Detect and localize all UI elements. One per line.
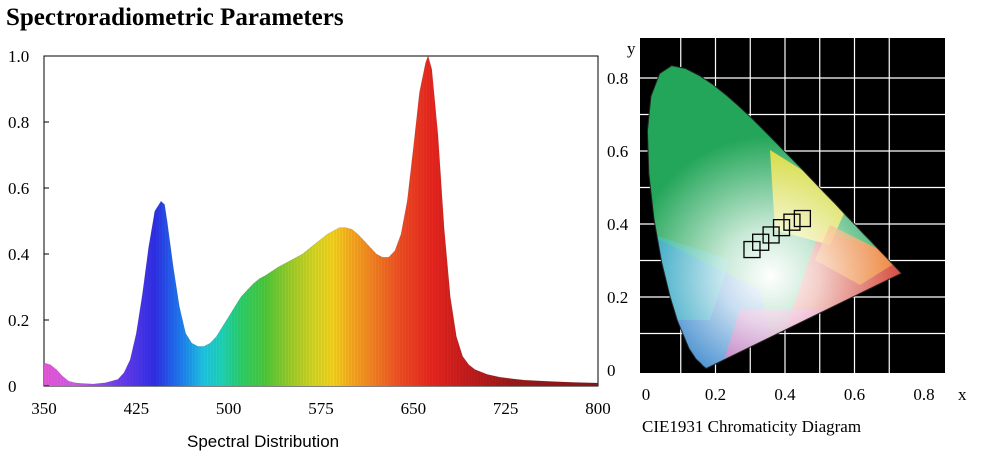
cie-y-tick-label: 0.6 bbox=[607, 142, 628, 161]
spd-y-tick-label: 0.4 bbox=[8, 245, 30, 264]
cie-x-tick-label: 0.4 bbox=[774, 385, 796, 404]
spd-y-tick-label: 0.8 bbox=[8, 113, 29, 132]
cie-x-tick-label: 0 bbox=[642, 385, 651, 404]
spd-area-fill bbox=[44, 56, 598, 386]
spd-x-tick-label: 650 bbox=[401, 399, 427, 418]
spd-y-tick-label: 0 bbox=[8, 377, 17, 396]
spd-x-tick-label: 725 bbox=[493, 399, 519, 418]
spectral-distribution-chart: 350 425 500 575 650 725 800 0 0.2 0.4 0.6 0.8 1.0 bbox=[8, 47, 611, 418]
spd-x-axis-label: Spectral Distribution bbox=[187, 432, 340, 451]
spd-y-tick-label: 0.2 bbox=[8, 311, 29, 330]
cie-x-tick-label: 0.6 bbox=[844, 385, 865, 404]
page-title: Spectroradiometric Parameters bbox=[6, 4, 344, 31]
spd-curve bbox=[43, 55, 599, 385]
spd-x-tick-label: 800 bbox=[585, 399, 611, 418]
spectral-locus bbox=[646, 65, 903, 369]
cie-chart-title: CIE1931 Chromaticity Diagram bbox=[642, 417, 862, 436]
spd-x-tick-label: 425 bbox=[124, 399, 150, 418]
planckian-marker bbox=[793, 209, 812, 228]
cie-chromaticity-chart: 0 0.2 0.4 0.6 0.8 0 0.2 0.4 0.6 0.8 y x bbox=[607, 38, 967, 404]
planckian-marker bbox=[752, 233, 770, 251]
cie-x-tick-label: 0.2 bbox=[705, 385, 726, 404]
cie-y-tick-label: 0 bbox=[607, 361, 616, 380]
cie-y-axis-label: y bbox=[627, 39, 636, 58]
spd-x-tick-label: 500 bbox=[216, 399, 242, 418]
cie-x-tick-label: 0.8 bbox=[913, 385, 934, 404]
cie-x-axis-label: x bbox=[958, 385, 967, 404]
planckian-marker bbox=[762, 226, 780, 244]
spd-x-tick-label: 575 bbox=[308, 399, 334, 418]
cie-y-tick-label: 0.4 bbox=[607, 215, 629, 234]
planckian-marker bbox=[783, 213, 801, 231]
spd-y-tick-label: 0.6 bbox=[8, 179, 29, 198]
spd-x-tick-label: 350 bbox=[31, 399, 57, 418]
cie-y-tick-label: 0.8 bbox=[607, 69, 628, 88]
planckian-marker bbox=[772, 218, 791, 237]
planckian-marker bbox=[743, 240, 761, 259]
spd-y-tick-label: 1.0 bbox=[8, 47, 29, 66]
cie-y-tick-label: 0.2 bbox=[607, 288, 628, 307]
